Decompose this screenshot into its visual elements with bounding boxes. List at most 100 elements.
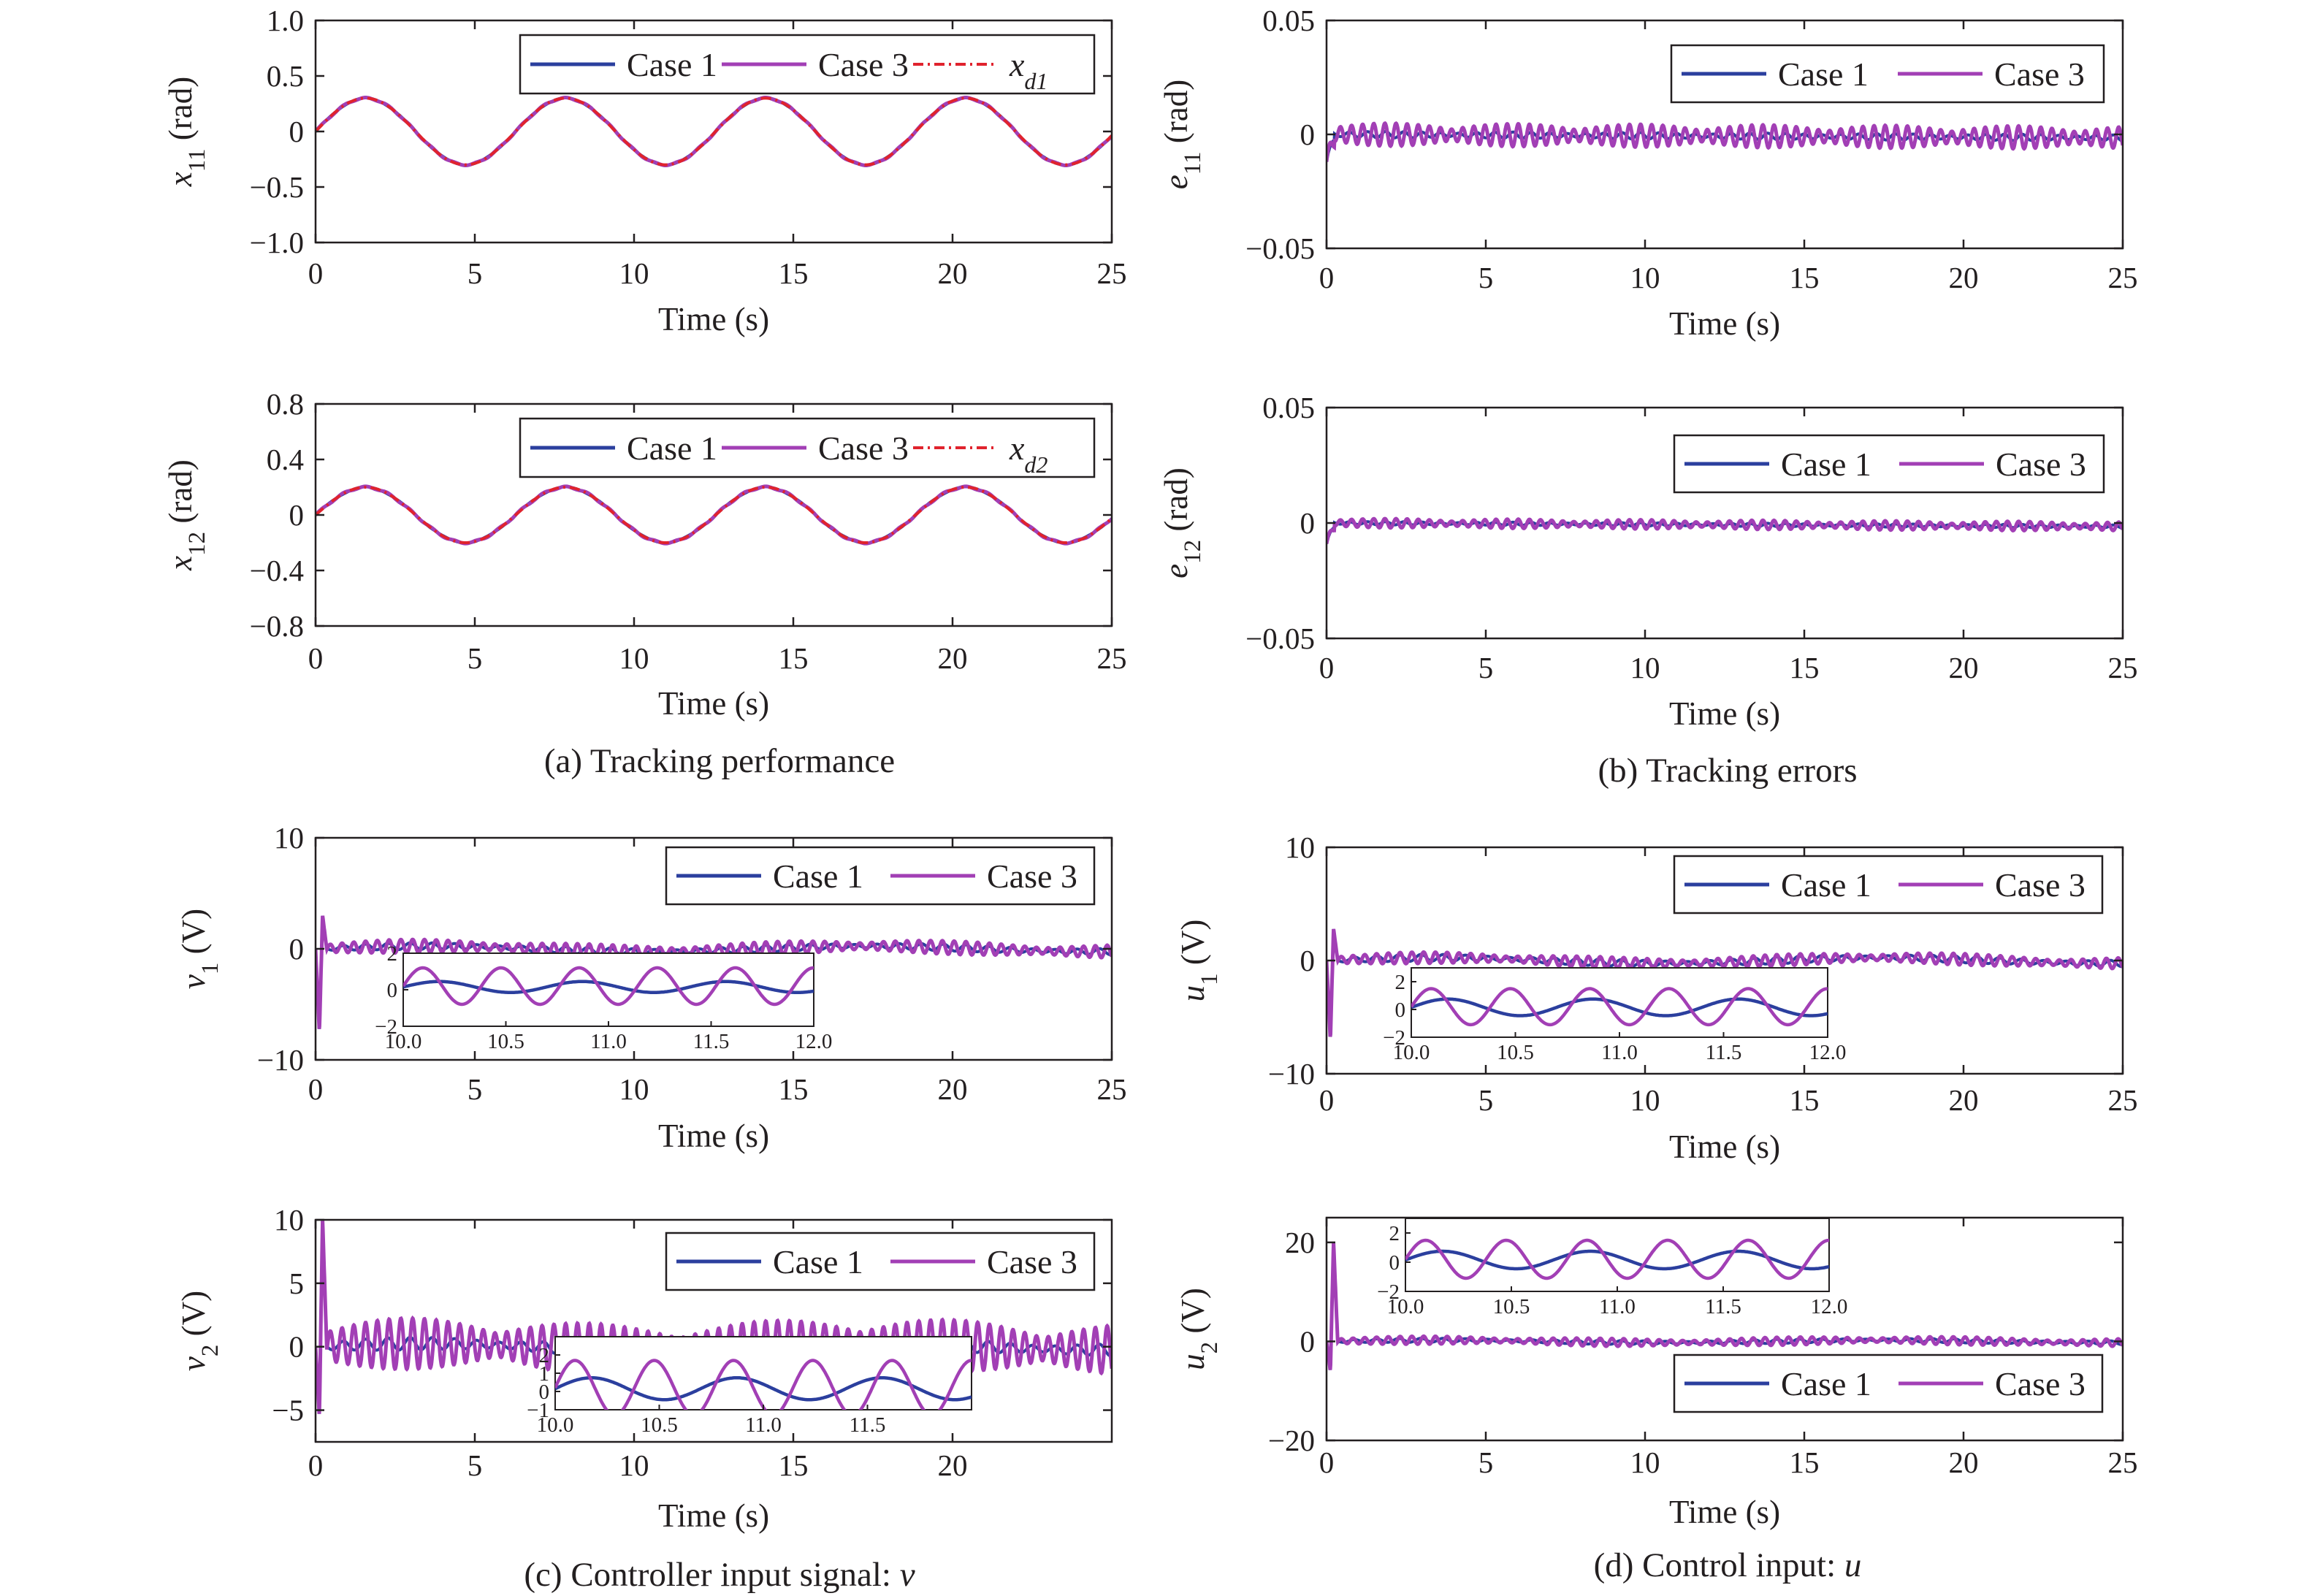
y-tick-label: 0.05	[1262, 4, 1315, 37]
x-tick-label: 5	[468, 256, 483, 290]
y-tick-label: 5	[289, 1267, 305, 1300]
x-axis-label: Time (s)	[658, 685, 769, 722]
legend-box	[519, 34, 1096, 95]
y-axis-symbol: x	[162, 172, 199, 187]
x-tick-label: 15	[1790, 261, 1820, 294]
legend-box	[665, 1232, 1096, 1291]
inset-y-tick-label: −2	[1383, 1026, 1405, 1050]
x-tick-label: 20	[938, 256, 968, 290]
inset-series-case-3	[1411, 987, 1828, 1027]
y-axis-subscript: 1	[1197, 973, 1223, 985]
x-tick-label: 0	[308, 256, 324, 290]
y-axis-unit: (rad)	[1158, 80, 1194, 152]
series-line-case-3	[1327, 516, 2123, 544]
y-tick-label: 0	[289, 115, 305, 148]
inset-x-tick-label: 11.5	[850, 1413, 886, 1437]
y-axis-label: e11 (rad)	[1158, 80, 1206, 189]
inset-x-tick-label: 12.0	[795, 1030, 833, 1053]
y-axis-label: v2 (V)	[175, 1291, 224, 1371]
legend-label: Case 1	[773, 1243, 863, 1280]
inset-x-tick-label: 10.5	[1497, 1041, 1534, 1064]
y-tick-label: 10	[1285, 831, 1315, 864]
inset-x-tick-label: 10.0	[537, 1413, 574, 1437]
y-tick-label: 1.0	[267, 4, 304, 37]
inset-v2: 10.0 10.5 11.0 11.5 210−1	[527, 1336, 972, 1437]
legend-label: Case 1	[1781, 1365, 1871, 1402]
inset-x-tick-label: 11.0	[1599, 1295, 1636, 1318]
legend-box	[519, 417, 1096, 478]
y-axis-label: u1 (V)	[1175, 920, 1223, 1002]
y-axis-unit: (rad)	[1158, 467, 1194, 540]
inset-series-case-1	[403, 980, 814, 994]
inset-x-tick-label: 11.5	[693, 1030, 730, 1053]
inset-y-tick-label: 0	[387, 979, 398, 1002]
caption-c-var: v	[900, 1556, 915, 1594]
x-tick-label: 10	[1630, 651, 1660, 684]
x-tick-label: 10	[619, 1072, 649, 1106]
legend-label: Case 3	[987, 858, 1077, 895]
y-tick-label: −0.4	[250, 554, 304, 587]
y-axis-subscript: 2	[197, 1345, 224, 1357]
x-tick-label: 10	[619, 641, 649, 675]
plot-area-x11	[316, 96, 1112, 167]
y-tick-label: −0.05	[1245, 232, 1315, 265]
inset-y-tick-label: 2	[539, 1344, 550, 1367]
series-line-case-3	[1327, 121, 2123, 162]
x-tick-label: 0	[1319, 1446, 1335, 1479]
x-tick-label: 20	[1949, 1083, 1979, 1117]
y-axis-symbol: v	[175, 1356, 212, 1371]
x-tick-label: 25	[1097, 641, 1127, 675]
inset-u2: 10.0 10.5 11.0 11.5 12.0 2 0 −2	[1377, 1218, 1847, 1318]
inset-x-tick-label: 12.0	[1809, 1041, 1847, 1064]
x-tick-label: 5	[468, 641, 483, 675]
legend-label: Case 1	[773, 858, 863, 895]
x-tick-label: 25	[1097, 1072, 1127, 1106]
x-tick-label: 25	[2108, 1446, 2138, 1479]
inset-y-tick-label: −1	[527, 1399, 549, 1422]
caption-d-text: (d) Control input:	[1594, 1546, 1844, 1584]
inset-y-tick-label: 2	[1395, 971, 1406, 994]
inset-x-tick-label: 11.0	[745, 1413, 782, 1437]
x-tick-label: 20	[938, 641, 968, 675]
x-tick-label: 25	[2108, 1083, 2138, 1117]
plot-area-e12	[1327, 516, 2123, 544]
x-tick-label: 0	[1319, 261, 1335, 294]
panel-x12: 0 5 10 15 20 25 0.8 0.4 0 −0.4 −0.8 Time (s) x12 (ra…	[162, 387, 1127, 722]
x-tick-label: 15	[779, 1072, 809, 1106]
y-axis-symbol: e	[1158, 175, 1194, 189]
y-axis-unit: (V)	[1175, 920, 1211, 974]
legend-label: Case 3	[818, 429, 909, 467]
y-tick-label: 0	[1300, 118, 1316, 151]
series-line-xd1	[316, 96, 1112, 167]
y-axis-symbol: x	[162, 556, 199, 571]
y-tick-label: −0.05	[1245, 622, 1315, 655]
y-axis-unit: (V)	[1175, 1288, 1211, 1342]
x-tick-label: 10	[619, 1448, 649, 1482]
legend-label: xd1	[1009, 46, 1048, 94]
y-axis-unit: (V)	[175, 1291, 212, 1345]
x-tick-label: 0	[308, 641, 324, 675]
y-axis-label: v1 (V)	[175, 909, 224, 989]
y-tick-label: 0	[289, 1330, 305, 1364]
inset-series-case-1	[1405, 1249, 1829, 1271]
y-axis-subscript: 2	[1197, 1342, 1223, 1354]
x-axis-label: Time (s)	[658, 301, 769, 337]
y-tick-label: −10	[257, 1043, 304, 1077]
inset-x-tick-label: 10.5	[487, 1030, 524, 1053]
x-tick-label: 5	[1478, 1083, 1494, 1117]
legend-label: Case 1	[627, 429, 717, 467]
y-axis-label: x12 (rad)	[162, 459, 210, 571]
x-tick-label: 5	[1478, 261, 1494, 294]
x-tick-label: 20	[1949, 651, 1979, 684]
x-axis-label: Time (s)	[1669, 1494, 1780, 1530]
caption-b: (b) Tracking errors	[1598, 752, 1857, 790]
x-axis-label: Time (s)	[1669, 1129, 1780, 1165]
inset-x-tick-label: 11.5	[1706, 1041, 1742, 1064]
inset-y-tick-label: 0	[539, 1381, 550, 1404]
x-tick-label: 15	[779, 641, 809, 675]
y-axis-symbol: e	[1158, 564, 1194, 579]
